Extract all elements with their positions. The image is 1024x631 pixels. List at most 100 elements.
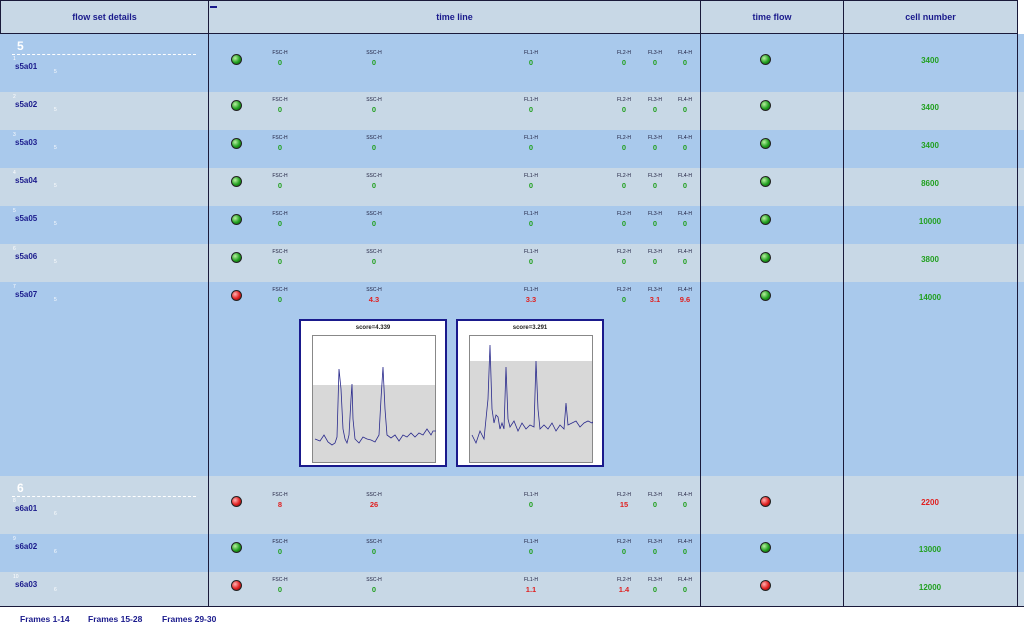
param-label: FL4-H: [678, 135, 692, 141]
param-label: FL2-H: [617, 287, 631, 293]
param-ssc-h: SSC-H 0: [354, 577, 394, 594]
param-fl2-h: FL2-H 0: [604, 249, 644, 266]
param-label: FL2-H: [617, 539, 631, 545]
timeflow-cell: [700, 244, 844, 282]
param-value: 0: [682, 257, 688, 266]
sample-name[interactable]: s6a03: [15, 580, 38, 589]
param-fl2-h: FL2-H 15: [604, 492, 644, 509]
plot-score: score=4.339: [355, 325, 391, 331]
param-label: FL2-H: [617, 492, 631, 498]
sample-index: 2: [13, 94, 16, 100]
param-label: SSC-H: [366, 492, 382, 498]
param-value: 0: [652, 143, 658, 152]
param-fl1-h: FL1-H 0: [511, 492, 551, 509]
param-value: 0: [277, 219, 283, 228]
sample-name[interactable]: s6a01: [15, 504, 38, 513]
param-value: 0: [621, 295, 627, 304]
outlier-plot[interactable]: score=3.291: [456, 319, 604, 467]
frames-link-2[interactable]: Frames 15-28: [88, 614, 143, 624]
param-fl4-h: FL4-H 0: [665, 135, 705, 152]
param-value: 0: [528, 181, 534, 190]
table-row: 9 s6a02 6 FSC-H 0 SSC-H 0 FL1-H 0 FL2-H 0 FL3-H 0 FL4…: [0, 534, 1024, 572]
param-label: SSC-H: [366, 249, 382, 255]
timeflow-cell: [700, 34, 844, 92]
param-value: 9.6: [679, 295, 691, 304]
sample-index: 8: [13, 498, 16, 504]
frames-link-1[interactable]: Frames 1-14: [20, 614, 70, 624]
param-fl3-h: FL3-H 3.1: [635, 287, 675, 304]
param-value: 0: [621, 58, 627, 67]
header-label: time flow: [752, 12, 792, 22]
timeflow-cell: [700, 572, 844, 606]
param-ssc-h: SSC-H 0: [354, 135, 394, 152]
param-value: 0: [528, 257, 534, 266]
header-label: cell number: [905, 12, 956, 22]
cellnumber-cell: [843, 244, 1018, 282]
status-red-icon: [231, 496, 242, 507]
param-fl2-h: FL2-H 1.4: [604, 577, 644, 594]
param-value: 0: [682, 500, 688, 509]
param-value: 0: [682, 105, 688, 114]
sample-name[interactable]: s5a03: [15, 138, 38, 147]
status-red-icon: [231, 290, 242, 301]
sample-name[interactable]: s5a02: [15, 100, 38, 109]
param-fl4-h: FL4-H 0: [665, 577, 705, 594]
param-fl1-h: FL1-H 0: [511, 211, 551, 228]
param-fsc-h: FSC-H 0: [260, 249, 300, 266]
param-ssc-h: SSC-H 0: [354, 211, 394, 228]
cell-count: 2200: [921, 498, 939, 507]
timeflow-cell: [700, 92, 844, 130]
sample-name[interactable]: s5a06: [15, 252, 38, 261]
param-ssc-h: SSC-H 0: [354, 50, 394, 67]
timeline-cell: [208, 168, 701, 206]
cellnumber-cell: [843, 282, 1018, 476]
sample-name[interactable]: s5a05: [15, 214, 38, 223]
param-fl4-h: FL4-H 0: [665, 249, 705, 266]
param-fl2-h: FL2-H 0: [604, 287, 644, 304]
param-value: 0: [277, 143, 283, 152]
param-label: FL2-H: [617, 97, 631, 103]
param-value: 0: [682, 219, 688, 228]
table-row: 4 s5a04 5 FSC-H 0 SSC-H 0 FL1-H 0 FL2-H 0 FL3-H 0 FL4…: [0, 168, 1024, 206]
header-label: flow set details: [72, 12, 137, 22]
status-green-icon: [231, 252, 242, 263]
param-label: FL4-H: [678, 249, 692, 255]
param-ssc-h: SSC-H 26: [354, 492, 394, 509]
cellnumber-cell: [843, 206, 1018, 244]
param-fl3-h: FL3-H 0: [635, 539, 675, 556]
sample-name[interactable]: s6a02: [15, 542, 38, 551]
param-value: 8: [277, 500, 283, 509]
param-value: 15: [619, 500, 629, 509]
param-value: 0: [652, 219, 658, 228]
sample-name[interactable]: s5a07: [15, 290, 38, 299]
outlier-plot[interactable]: score=4.339: [299, 319, 447, 467]
param-label: FL4-H: [678, 577, 692, 583]
details-cell: [0, 130, 209, 168]
param-label: SSC-H: [366, 577, 382, 583]
param-label: FL1-H: [524, 249, 538, 255]
param-label: FL3-H: [648, 287, 662, 293]
param-fl1-h: FL1-H 0: [511, 249, 551, 266]
collapse-toggle-icon[interactable]: [210, 6, 217, 8]
sample-name[interactable]: s5a04: [15, 176, 38, 185]
param-fsc-h: FSC-H 8: [260, 492, 300, 509]
details-cell: [0, 168, 209, 206]
param-label: FSC-H: [272, 539, 288, 545]
param-value: 0: [682, 143, 688, 152]
param-value: 0: [621, 181, 627, 190]
sample-group: 5: [54, 221, 57, 227]
details-cell: [0, 244, 209, 282]
param-label: FL3-H: [648, 97, 662, 103]
param-label: FL4-H: [678, 492, 692, 498]
param-label: FSC-H: [272, 249, 288, 255]
timeline-cell: [208, 282, 701, 476]
frames-link-3[interactable]: Frames 29-30: [162, 614, 217, 624]
status-red-icon: [231, 580, 242, 591]
param-label: FL3-H: [648, 211, 662, 217]
sample-name[interactable]: s5a01: [15, 62, 38, 71]
param-value: 0: [277, 58, 283, 67]
param-label: FL3-H: [648, 173, 662, 179]
table-row: 6 8 s6a01 6 FSC-H 8 SSC-H 26 FL1-H 0 FL2-H 15 FL3-H 0…: [0, 476, 1024, 534]
param-label: SSC-H: [366, 97, 382, 103]
cellnumber-cell: [843, 572, 1018, 606]
